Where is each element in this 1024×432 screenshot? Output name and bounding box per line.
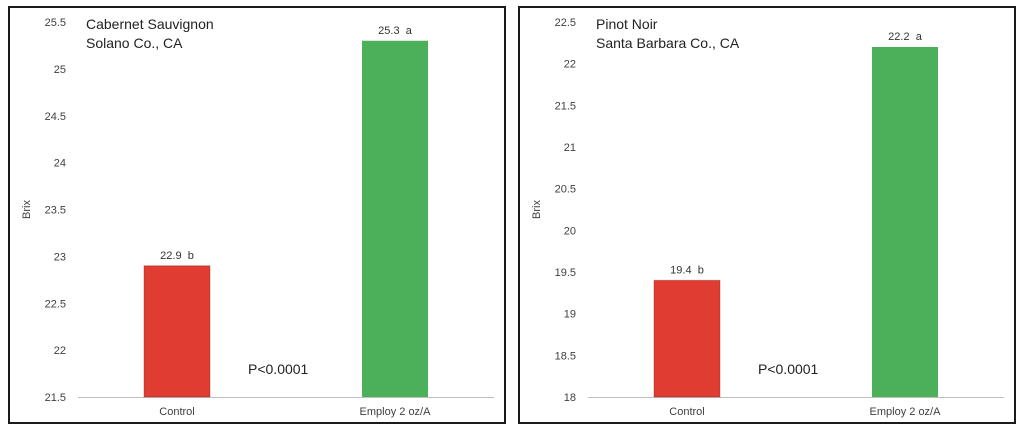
y-tick-label: 19 bbox=[564, 309, 576, 321]
bar-employ-2-oz-a bbox=[362, 40, 428, 397]
x-tick-label: Employ 2 oz/A bbox=[360, 406, 432, 418]
y-tick-label: 18.5 bbox=[555, 350, 576, 362]
y-tick-label: 20.5 bbox=[555, 184, 576, 196]
chart-title: Cabernet Sauvignon bbox=[86, 16, 214, 32]
x-tick-label: Employ 2 oz/A bbox=[870, 406, 942, 418]
chart-svg-cabernet: 21.5 22 22.5 23 23.5 24 24.5 25 25.5 Brix 22.9 b Co… bbox=[21, 16, 494, 418]
y-tick-label: 22 bbox=[54, 345, 66, 357]
y-tick-label: 21.5 bbox=[45, 392, 66, 404]
y-tick-label: 23.5 bbox=[45, 205, 66, 217]
y-axis-label: Brix bbox=[531, 200, 543, 219]
chart-svg-pinot: 18 18.5 19 19.5 20 20.5 21 21.5 22 22.5 Brix 19.4 b… bbox=[531, 16, 1004, 418]
chart-subtitle: Solano Co., CA bbox=[86, 35, 183, 51]
p-value-annotation: P<0.0001 bbox=[758, 361, 819, 377]
x-tick-label: Control bbox=[669, 406, 704, 418]
y-axis-label: Brix bbox=[21, 200, 33, 219]
p-value-annotation: P<0.0001 bbox=[248, 361, 309, 377]
y-tick-label: 23 bbox=[54, 251, 66, 263]
y-tick-label: 22.5 bbox=[45, 298, 66, 310]
y-tick-label: 22 bbox=[564, 59, 576, 71]
chart-title: Pinot Noir bbox=[596, 16, 658, 32]
y-tick-label: 25 bbox=[54, 64, 66, 76]
chart-subtitle: Santa Barbara Co., CA bbox=[596, 35, 740, 51]
y-tick-label: 24 bbox=[54, 158, 66, 170]
x-tick-label: Control bbox=[159, 406, 194, 418]
chart-panel-cabernet: 21.5 22 22.5 23 23.5 24 24.5 25 25.5 Brix 22.9 b Co… bbox=[8, 6, 506, 424]
data-label: 25.3 a bbox=[378, 25, 413, 37]
y-tick-label: 22.5 bbox=[555, 17, 576, 29]
y-tick-label: 25.5 bbox=[45, 17, 66, 29]
bar-control bbox=[653, 279, 721, 398]
y-tick-label: 21.5 bbox=[555, 100, 576, 112]
y-tick-label: 21 bbox=[564, 142, 576, 154]
y-tick-label: 19.5 bbox=[555, 267, 576, 279]
y-tick-label: 18 bbox=[564, 392, 576, 404]
data-label: 19.4 b bbox=[670, 264, 704, 276]
y-tick-label: 24.5 bbox=[45, 111, 66, 123]
bar-control bbox=[143, 265, 211, 398]
chart-panel-pinot: 18 18.5 19 19.5 20 20.5 21 21.5 22 22.5 Brix 19.4 b… bbox=[518, 6, 1016, 424]
bar-employ-2-oz-a bbox=[872, 47, 938, 397]
data-label: 22.2 a bbox=[888, 31, 923, 43]
y-tick-label: 20 bbox=[564, 225, 576, 237]
data-label: 22.9 b bbox=[160, 250, 194, 262]
